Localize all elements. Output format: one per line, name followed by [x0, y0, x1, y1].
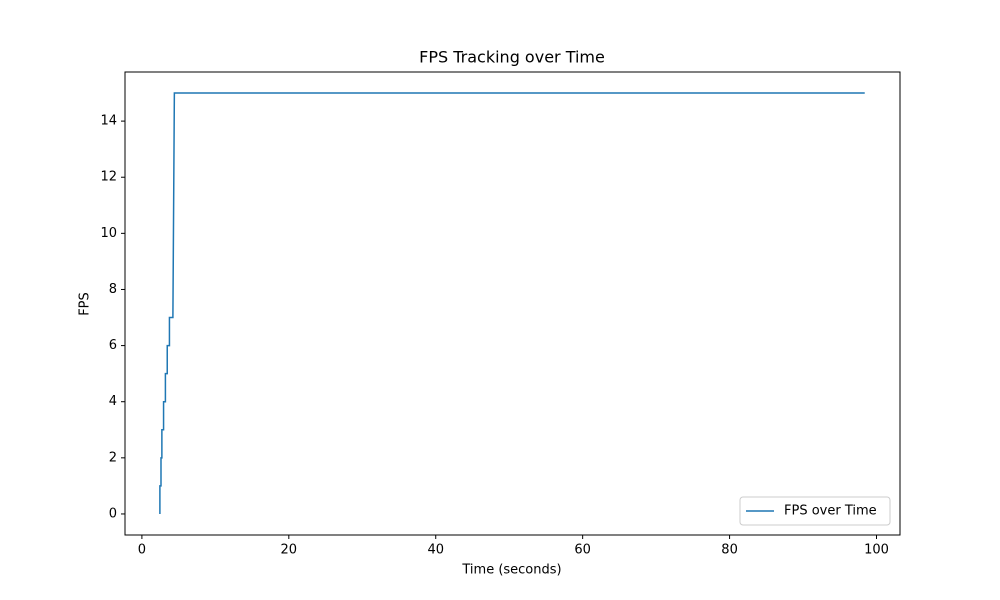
x-axis-label: Time (seconds)	[461, 563, 561, 578]
chart-title: FPS Tracking over Time	[419, 48, 605, 67]
y-tick-label: 4	[109, 394, 117, 409]
x-tick-label: 20	[281, 543, 298, 558]
y-tick-label: 14	[100, 114, 117, 129]
legend-label: FPS over Time	[784, 504, 877, 519]
y-tick-label: 0	[109, 506, 117, 521]
x-tick-label: 40	[427, 543, 444, 558]
y-axis-label: FPS	[78, 292, 93, 316]
y-tick-label: 2	[109, 450, 117, 465]
legend-box	[739, 496, 891, 526]
y-tick-label: 12	[100, 170, 117, 185]
y-tick-label: 6	[109, 338, 117, 353]
x-tick-label: 100	[864, 543, 889, 558]
data-line	[159, 92, 865, 514]
x-tick-label: 0	[138, 543, 146, 558]
x-tick-label: 80	[721, 543, 738, 558]
plot-frame	[124, 71, 901, 536]
x-tick-label: 60	[574, 543, 591, 558]
y-tick-label: 10	[100, 226, 117, 241]
y-tick-label: 8	[109, 282, 117, 297]
